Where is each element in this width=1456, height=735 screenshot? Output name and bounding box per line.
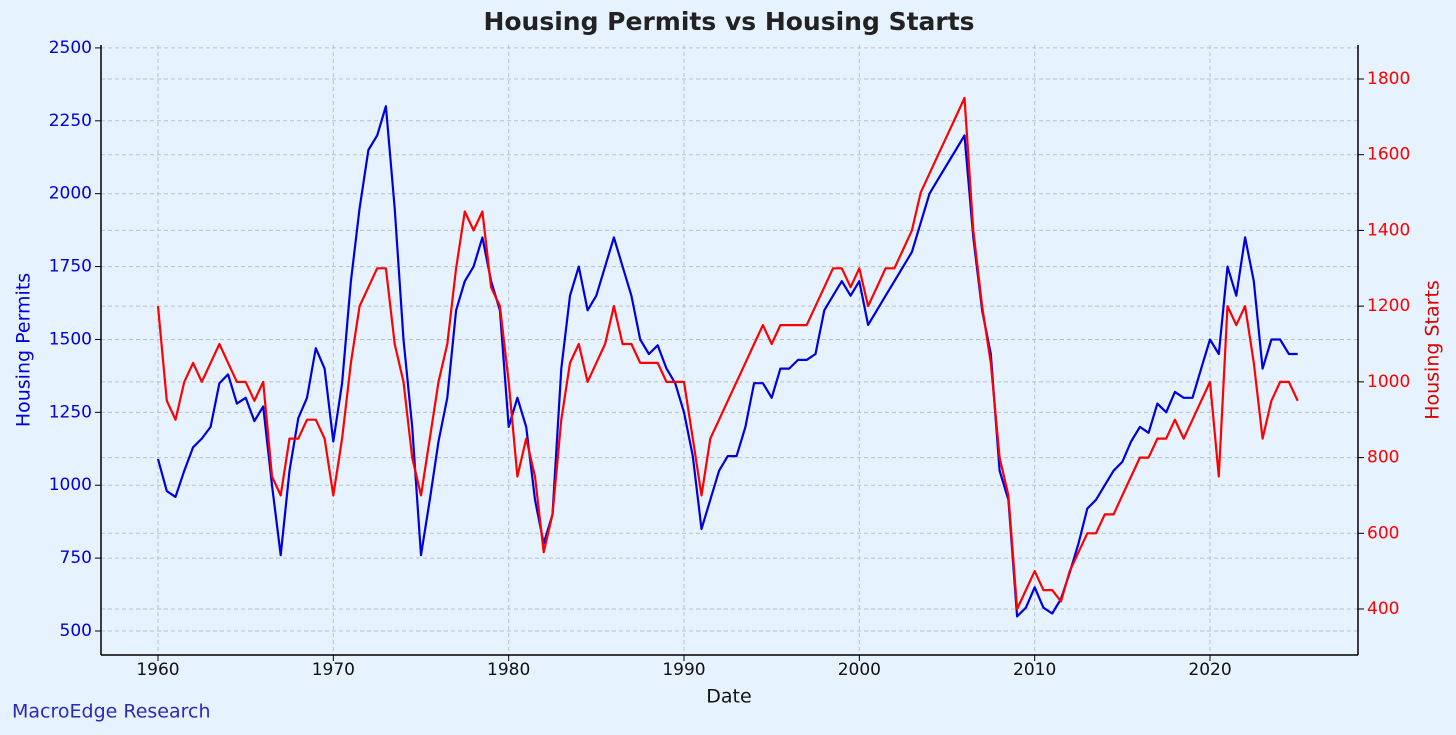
y2-tick-label: 1200 bbox=[1367, 296, 1410, 316]
y2-tick-label: 1600 bbox=[1367, 145, 1410, 165]
y-tick-label: 1250 bbox=[49, 402, 92, 422]
y-tick-label: 500 bbox=[60, 621, 92, 641]
y-tick-label: 1500 bbox=[49, 329, 92, 349]
y2-tick-label: 600 bbox=[1367, 523, 1399, 543]
x-tick-label: 1980 bbox=[487, 660, 530, 680]
y-tick-label: 2250 bbox=[49, 111, 92, 131]
y-tick-label: 1000 bbox=[49, 475, 92, 495]
y2-tick-label: 400 bbox=[1367, 599, 1399, 619]
source-label: MacroEdge Research bbox=[12, 701, 211, 723]
y2-tick-label: 1800 bbox=[1367, 69, 1410, 89]
y-tick-label: 750 bbox=[60, 548, 92, 568]
x-tick-label: 1990 bbox=[662, 660, 705, 680]
y-tick-label: 2000 bbox=[49, 184, 92, 204]
series-line bbox=[156, 96, 1299, 611]
y-axis-label: Housing Permits bbox=[13, 273, 35, 427]
x-tick-label: 2020 bbox=[1188, 660, 1231, 680]
series-line bbox=[156, 105, 1298, 618]
x-tick-label: 1960 bbox=[136, 660, 179, 680]
x-tick-label: 2010 bbox=[1013, 660, 1056, 680]
chart-title: Housing Permits vs Housing Starts bbox=[483, 7, 974, 36]
x-tick-label: 1970 bbox=[312, 660, 355, 680]
y2-axis-label: Housing Starts bbox=[1422, 280, 1444, 420]
y-tick-label: 2500 bbox=[49, 38, 92, 58]
x-axis-label: Date bbox=[706, 686, 751, 708]
y2-tick-label: 1000 bbox=[1367, 372, 1410, 392]
y-tick-label: 1750 bbox=[49, 257, 92, 277]
y2-tick-label: 800 bbox=[1367, 448, 1399, 468]
x-tick-label: 2000 bbox=[838, 660, 881, 680]
y2-tick-label: 1400 bbox=[1367, 220, 1410, 240]
